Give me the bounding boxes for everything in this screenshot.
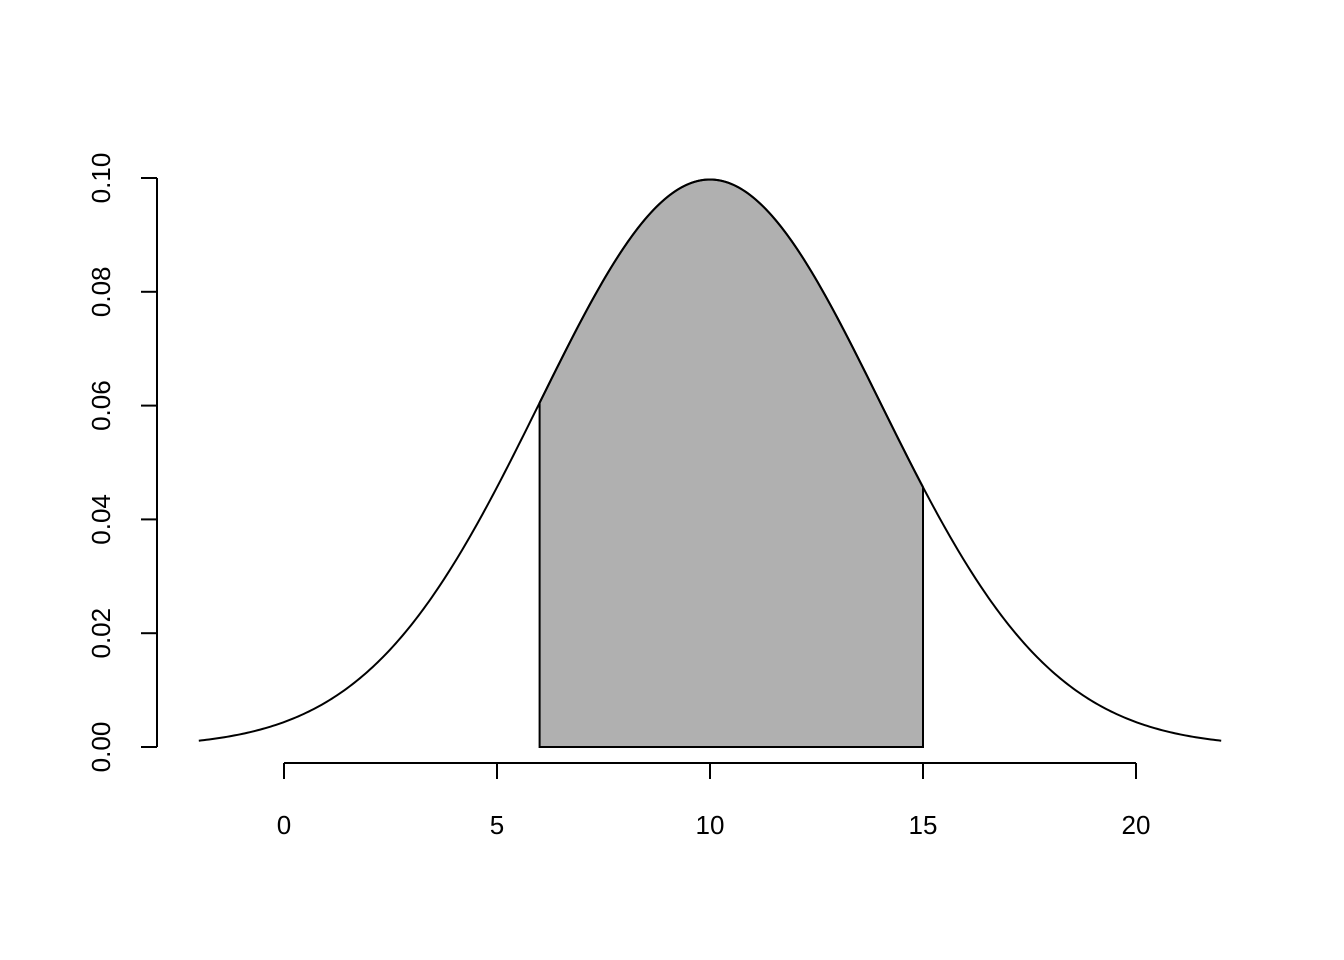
- curve-layer: [198, 178, 1222, 742]
- y-tick-label: 0.06: [86, 380, 116, 431]
- x-tick-label: 20: [1122, 810, 1151, 840]
- x-tick-label: 10: [696, 810, 725, 840]
- x-tick-label: 5: [490, 810, 504, 840]
- density-curve: [198, 178, 1222, 742]
- shaded-region-layer: [538, 178, 924, 748]
- y-tick-label: 0.02: [86, 608, 116, 659]
- x-tick-label: 15: [909, 810, 938, 840]
- y-tick-label: 0.04: [86, 494, 116, 545]
- x-axis: 0 5 10 15 20: [277, 762, 1151, 840]
- y-tick-label: 0.08: [86, 266, 116, 317]
- x-tick-label: 0: [277, 810, 291, 840]
- y-tick-label: 0.10: [86, 153, 116, 204]
- y-tick-label: 0.00: [86, 722, 116, 773]
- y-axis: 0.00 0.02 0.04 0.06 0.08 0.10: [86, 153, 158, 773]
- shaded-area: [538, 178, 924, 748]
